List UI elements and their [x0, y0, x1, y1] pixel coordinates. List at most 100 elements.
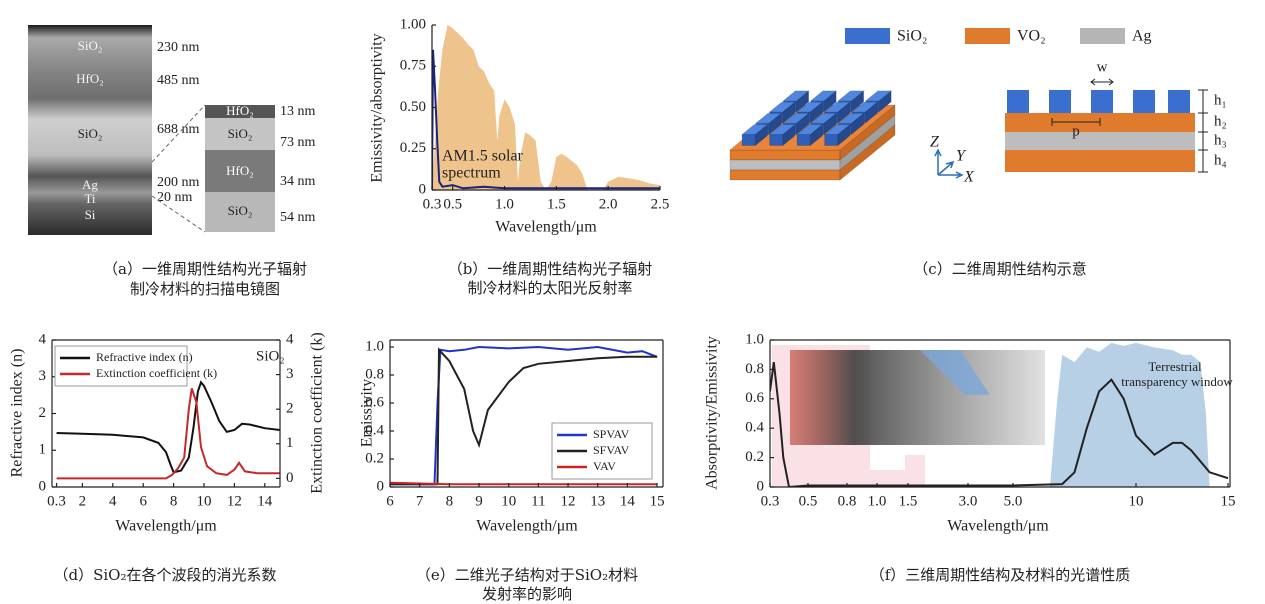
x-tick-label: 8 — [170, 493, 178, 509]
y-tick-label: 1.00 — [400, 16, 426, 32]
caption: （b）一维周期性结构光子辐射 — [448, 260, 653, 278]
y-tick-label: 0 — [377, 478, 385, 494]
legend-label: SiO₂ — [897, 28, 927, 45]
panel-f-background — [772, 345, 1045, 487]
x-tick-label: 0.8 — [838, 493, 857, 509]
y-tick-label: 1.0 — [745, 331, 764, 347]
y2-tick-label: 3 — [286, 366, 294, 382]
height-label: h₃ — [1214, 132, 1227, 148]
legend-label: Ag — [1132, 28, 1152, 45]
x-tick-label: 1.0 — [868, 493, 887, 509]
legend-label: Refractive index (n) — [96, 350, 193, 364]
y-tick-label: 2 — [39, 405, 47, 421]
y-tick-label: 0.50 — [400, 99, 426, 115]
inset-name: HfO₂ — [226, 103, 254, 118]
vo2-layer — [1005, 150, 1195, 172]
x-tick-label: 10 — [1129, 493, 1144, 509]
x-tick-label: 2.5 — [651, 196, 670, 212]
y2-tick-label: 0 — [286, 470, 294, 486]
y-tick-label: 0.4 — [745, 420, 764, 436]
slab-front — [730, 170, 840, 180]
x-tick-label: 15 — [1221, 493, 1236, 509]
legend-label: Extinction coefficient (k) — [96, 366, 217, 380]
x-axis-label: Wavelength/μm — [476, 518, 578, 535]
x-tick-label: 14 — [620, 493, 636, 509]
caption: （c）二维周期性结构示意 — [913, 260, 1086, 278]
x-axis-label: Wavelength/μm — [115, 518, 217, 535]
x-tick-label: 5.0 — [1004, 493, 1023, 509]
block-front — [742, 135, 755, 146]
layer-name: HfO₂ — [76, 71, 104, 86]
line — [57, 382, 280, 472]
annotation: spectrum — [442, 165, 501, 182]
x-tick-label: 0.3 — [423, 196, 442, 212]
layer-name: Ti — [84, 191, 95, 206]
y-tick-label: 4 — [39, 331, 47, 347]
thickness: 20 nm — [157, 190, 193, 205]
legend-swatch — [1080, 28, 1125, 44]
inset-name: SiO₂ — [228, 203, 253, 218]
x-tick-label: 6 — [386, 493, 394, 509]
legend-label: VAV — [593, 459, 616, 473]
x-tick-label: 12 — [227, 493, 242, 509]
y-axis-label: Emissivity/absorptivity — [369, 33, 386, 182]
caption: （d）SiO₂在各个波段的消光系数 — [54, 566, 277, 584]
axis-name: X — [963, 169, 975, 186]
block-front — [770, 135, 783, 146]
y2-tick-label: 1 — [286, 435, 294, 451]
width-label: w — [1097, 59, 1108, 75]
x-tick-label: 12 — [561, 493, 576, 509]
thickness: 688 nm — [157, 122, 200, 137]
x-tick-label: 0.3 — [47, 493, 66, 509]
y2-tick-label: 4 — [286, 331, 294, 347]
x-tick-label: 15 — [650, 493, 665, 509]
annotation: SiO₂ — [256, 348, 285, 364]
thickness: 13 nm — [280, 104, 316, 119]
y-axis-label: Absorptivity/Emissivity — [704, 336, 721, 490]
layer-name: SiO₂ — [78, 38, 103, 53]
thickness: 73 nm — [280, 135, 316, 150]
x-axis-label: Wavelength/μm — [947, 518, 1049, 535]
slab-front — [730, 160, 840, 170]
caption: 制冷材料的太阳光反射率 — [467, 279, 632, 297]
x-tick-label: 6 — [139, 493, 147, 509]
x-tick-label: 2 — [79, 493, 87, 509]
caption: （f）三维周期性结构及材料的光谱性质 — [870, 566, 1131, 584]
slab-front — [730, 150, 840, 160]
thickness: 54 nm — [280, 210, 316, 225]
block-front — [825, 135, 838, 146]
figure: SiO₂ HfO₂ SiO₂ Ag Ti Si 230 nm 485 nm 68… — [0, 0, 1265, 604]
layer-name: SiO₂ — [78, 126, 103, 141]
caption: （e）二维光子结构对于SiO₂材料 — [416, 566, 638, 584]
chart: 0.324681012140123401234Wavelength/μmRefr… — [9, 331, 326, 584]
y-tick-label: 0 — [39, 478, 47, 494]
legend-label: VO₂ — [1017, 28, 1046, 45]
legend-swatch — [965, 28, 1010, 44]
x-tick-label: 7 — [416, 493, 424, 509]
y2-axis-label: Extinction coefficient (k) — [309, 332, 326, 493]
thickness: 485 nm — [157, 73, 200, 88]
ag-layer — [1005, 132, 1195, 150]
y-axis-label: Refractive index (n) — [9, 349, 26, 478]
x-tick-label: 0.3 — [761, 493, 780, 509]
x-tick-label: 2.0 — [599, 196, 618, 212]
y-tick-label: 0.2 — [365, 450, 384, 466]
annotation: Terrestrial — [1148, 359, 1202, 374]
y-tick-label: 0.6 — [745, 390, 764, 406]
x-tick-label: 14 — [257, 493, 273, 509]
height-label: h₁ — [1214, 92, 1227, 108]
line — [390, 483, 657, 484]
caption: 发射率的影响 — [482, 585, 572, 603]
y-tick-label: 0.8 — [745, 361, 764, 377]
x-tick-label: 0.5 — [443, 196, 462, 212]
x-tick-label: 1.5 — [547, 196, 566, 212]
y-tick-label: 3 — [39, 368, 47, 384]
legend-swatch — [845, 28, 890, 44]
thickness: 34 nm — [280, 174, 316, 189]
inset-name: HfO₂ — [226, 163, 254, 178]
layer-name: Ag — [82, 177, 98, 192]
height-label: h₄ — [1214, 152, 1227, 168]
x-tick-label: 1.0 — [495, 196, 514, 212]
y2-tick-label: 2 — [286, 401, 294, 417]
